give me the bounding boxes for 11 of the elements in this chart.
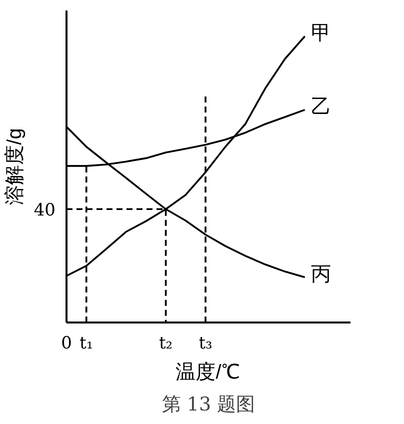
text: 第 13 题图 [162,394,256,416]
y-axis-title: 溶解度/g [4,128,26,205]
x-tick-label: t₁ [80,334,94,354]
x-tick-label: 0 [61,334,72,354]
text: 40 [34,200,56,221]
series-label: 丙 [310,261,331,286]
series-label: 乙 [310,94,331,118]
x-axis-title: 温度/℃ [176,362,240,384]
series-label: 甲 [310,20,331,44]
x-tick-label: t₃ [198,334,212,354]
x-tick-label: t₂ [158,334,173,354]
